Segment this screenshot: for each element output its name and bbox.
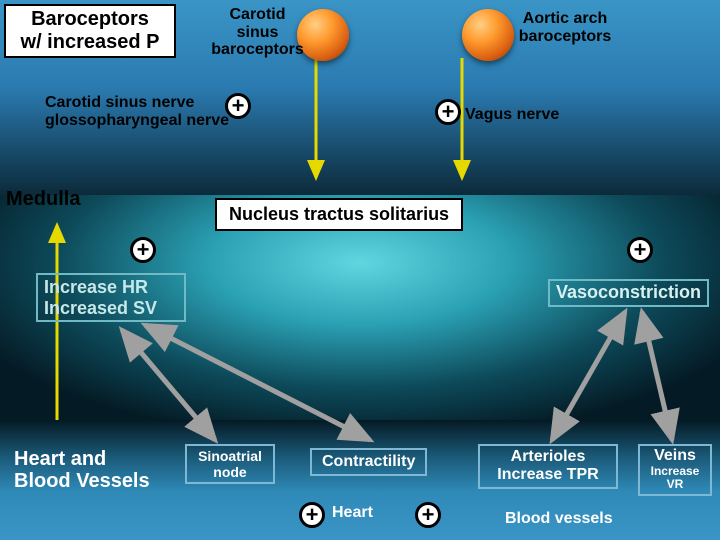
plus-heart-right: + [415,502,441,528]
plus-vagus-nerve: + [435,99,461,125]
diagram-canvas: Baroceptorsw/ increased P Carotidsinusba… [0,0,720,540]
heart-vessels-line1: Heart and [14,448,106,470]
title-baroceptors: Baroceptorsw/ increased P [4,4,176,58]
heart-blood-vessels-label: Heart and Blood Vessels [14,448,150,492]
increase-hr-line: Increase HR [44,277,148,297]
arterioles-box: Arterioles Increase TPR [478,444,618,489]
plus-carotid-nerve: + [225,93,251,119]
arrow-hr-sa [122,330,215,440]
nts-box: Nucleus tractus solitarius [215,198,463,231]
veins-line2: IncreaseVR [651,465,700,490]
plus-right-medulla: + [627,237,653,263]
arrow-vaso-veins [642,312,672,440]
heart-label: Heart [332,504,373,522]
carotid-nerve-line1: Carotid sinus nerve [45,94,194,111]
contractility-box: Contractility [310,448,427,476]
plus-left-medulla: + [130,237,156,263]
veins-line1: Veins [654,447,696,464]
arterioles-line1: Arterioles [511,448,586,465]
arterioles-line2: Increase TPR [497,466,598,483]
heart-vessels-line2: Blood Vessels [14,470,150,492]
vasoconstriction-label: Vasoconstriction [548,279,709,307]
aortic-arch-label: Aortic archbaroceptors [510,10,620,45]
title-line1: Baroceptorsw/ increased P [21,8,160,53]
carotid-sinus-label: Carotidsinusbaroceptors [210,6,305,59]
aortic-sphere [462,9,514,61]
plus-heart-left: + [299,502,325,528]
arrow-hr-contract [145,325,370,440]
increase-sv-line: Increased SV [44,298,157,318]
veins-box: Veins IncreaseVR [638,444,712,496]
arrow-vaso-art [552,312,625,440]
carotid-nerve-line2: glossopharyngeal nerve [45,112,229,129]
vagus-nerve-label: Vagus nerve [465,106,559,124]
medulla-label: Medulla [6,188,80,210]
blood-vessels-label: Blood vessels [505,510,613,528]
carotid-nerve-label: Carotid sinus nerve glossopharyngeal ner… [45,94,235,129]
sa-node-box: Sinoatrialnode [185,444,275,484]
increase-hr-sv-box: Increase HR Increased SV [36,273,186,322]
